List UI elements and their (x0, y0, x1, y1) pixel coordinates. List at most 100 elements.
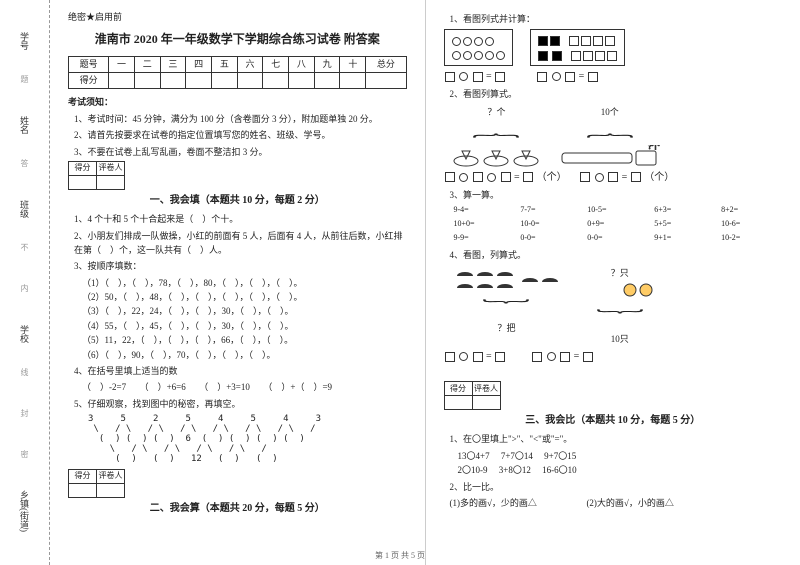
margin-label: 班级 (18, 200, 31, 218)
score-box: 得分评卷人 (68, 161, 125, 190)
margin-label: 姓名 (18, 116, 31, 134)
brace-diagrams-2: ︸ ？把 ？只 ︸ 10只 (444, 266, 783, 346)
table-row: 题号 一 二 三 四 五 六 七 八 九 十 总分 (69, 56, 407, 72)
margin-label: 学号 (18, 32, 31, 50)
binding-margin: 学号 题 姓名 答 班级 不 内 学校 线 封 密 乡镇(街道) (0, 0, 50, 565)
th: 五 (211, 56, 237, 72)
brace-icon: ︸ (482, 296, 530, 322)
calc: 0+9= (587, 218, 648, 231)
calc: 0-0= (520, 232, 581, 245)
th: 一 (109, 56, 135, 72)
margin-hint: 不 (19, 243, 30, 259)
calc: 8+2= (721, 204, 782, 217)
page-footer: 第 1 页 共 5 页 (0, 550, 800, 561)
q4-line: （ ）-2=7 （ ）+6=6 （ ）+3=10 （ ）+（ ）=9 (82, 380, 407, 394)
r-q2: 2、看图列算式。 (450, 87, 783, 101)
score-table: 题号 一 二 三 四 五 六 七 八 九 十 总分 得分 (68, 56, 407, 89)
calc: 9-9= (454, 232, 515, 245)
q3-row: （4）55，（ ），45，（ ），（ ），30，（ ），（ ）。 (82, 319, 407, 333)
td: 得分 (69, 72, 109, 88)
margin-label: 学校 (18, 325, 31, 343)
erasers-icon: ?个 (560, 145, 660, 167)
calc: 0-0= (587, 232, 648, 245)
q3-row: （1）（ ），（ ），78，（ ），80，（ ），（ ），（ ）。 (82, 276, 407, 290)
s3-q2: 2、比一比。 (450, 480, 783, 494)
th: 十 (340, 56, 366, 72)
q3: 3、按顺序填数： (74, 259, 407, 273)
brace-icon: ︷ (472, 119, 520, 145)
calc: 7-7= (520, 204, 581, 217)
equation-line: = （个） = （个） (444, 170, 783, 186)
td: 评卷人 (97, 162, 125, 176)
calc: 9+1= (654, 232, 715, 245)
margin-hint: 线 (19, 368, 30, 384)
th: 题号 (69, 56, 109, 72)
th: 三 (160, 56, 186, 72)
calc: 10-0= (520, 218, 581, 231)
calc: 9-4= (454, 204, 515, 217)
secret-label: 绝密★启用前 (68, 10, 407, 24)
compare-row: 13〇4+7 7+7〇14 9+7〇15 (458, 449, 783, 463)
th: 二 (134, 56, 160, 72)
section-1-title: 一、我会填（本题共 10 分，每题 2 分） (68, 193, 407, 209)
s3-q2-sub: (1)多的画√，少的画△ (2)大的画√，小的画△ (450, 496, 783, 510)
score-box: 得分评卷人 (68, 469, 125, 498)
margin-hint: 密 (19, 450, 30, 466)
instruction: 1、考试时间：45 分钟，满分为 100 分（含卷面分 3 分），附加题单独 2… (74, 112, 407, 126)
page: 学号 题 姓名 答 班级 不 内 学校 线 封 密 乡镇(街道) 绝密★启用前 … (0, 0, 800, 565)
margin-hint: 封 (19, 409, 30, 425)
score-box: 得分评卷人 (444, 381, 501, 410)
q5: 5、仔细观察，找到图中的秘密，再填空。 (74, 397, 407, 411)
calc: 10-2= (721, 232, 782, 245)
calc: 6+3= (654, 204, 715, 217)
th: 七 (263, 56, 289, 72)
q1: 1、4 个十和 5 个十合起来是（ ）个十。 (74, 212, 407, 226)
compare-row: 2〇10-9 3+8〇12 16-6〇10 (458, 463, 783, 477)
td: 得分 (69, 469, 97, 483)
calc: 10+0= (454, 218, 515, 231)
table-row: 得分 (69, 72, 407, 88)
q2: 2、小朋友们排成一队做操，小红的前面有 5 人，后面有 4 人，从前往后数，小红… (74, 229, 407, 258)
calc: 10-5= (587, 204, 648, 217)
brace-label: ？个 (452, 105, 542, 119)
margin-hint: 内 (19, 284, 30, 300)
margin-hint: 题 (19, 75, 30, 91)
th: 总分 (366, 56, 406, 72)
q3-row: （3）（ ），22，24，（ ），（ ），30，（ ），（ ）。 (82, 304, 407, 318)
calc: 10-6= (721, 218, 782, 231)
calc-grid: 9-4= 7-7= 10-5= 6+3= 8+2= 10+0= 10-0= 0+… (454, 204, 783, 244)
instruction: 3、不要在试卷上乱写乱画，卷面不整洁扣 3 分。 (74, 145, 407, 159)
instructions-head: 考试须知： (68, 95, 407, 109)
section-3-title: 三、我会比（本题共 10 分，每题 5 分） (444, 413, 783, 429)
q3-row: （6）（ ），90，（ ），70，（ ），（ ），（ ）。 (82, 348, 407, 362)
td: 评卷人 (472, 382, 500, 396)
instruction: 2、请首先按要求在试卷的指定位置填写您的姓名、班级、学号。 (74, 128, 407, 142)
cups-icon (452, 145, 542, 167)
th: 八 (289, 56, 315, 72)
umbrellas-icon (452, 266, 562, 296)
q3-row: （5）11，22，（ ），（ ），（ ），66，（ ），（ ）。 (82, 333, 407, 347)
square-group-box (530, 29, 625, 66)
q3-row: （2）50，（ ），48，（ ），（ ），（ ），（ ），（ ）。 (82, 290, 407, 304)
margin-label: 乡镇(街道) (18, 490, 31, 532)
td: 评卷人 (97, 469, 125, 483)
exam-title: 淮南市 2020 年一年级数学下学期综合练习试卷 附答案 (68, 30, 407, 49)
margin-hint: 答 (19, 159, 30, 175)
td: 得分 (444, 382, 472, 396)
r-q1: 1、看图列式并计算： (450, 12, 783, 26)
left-column: 绝密★启用前 淮南市 2020 年一年级数学下学期综合练习试卷 附答案 题号 一… (50, 0, 425, 565)
calc: 5+5= (654, 218, 715, 231)
brace-icon: ︸ (596, 306, 644, 332)
brace-label: ？只 (580, 266, 660, 280)
brace-icon: ︷ (586, 119, 634, 145)
brace-label: 10个 (560, 105, 660, 119)
th: 四 (186, 56, 212, 72)
diagram-circles-squares (444, 29, 783, 66)
s3-q1: 1、在〇里填上">"、"<"或"="。 (450, 432, 783, 446)
equation-line: = = (444, 69, 783, 85)
equation-line: = = (444, 349, 783, 365)
circle-group-box (444, 29, 513, 66)
th: 九 (314, 56, 340, 72)
brace-label: ？把 (452, 321, 562, 335)
section-2-title: 二、我会算（本题共 20 分，每题 5 分） (68, 501, 407, 517)
